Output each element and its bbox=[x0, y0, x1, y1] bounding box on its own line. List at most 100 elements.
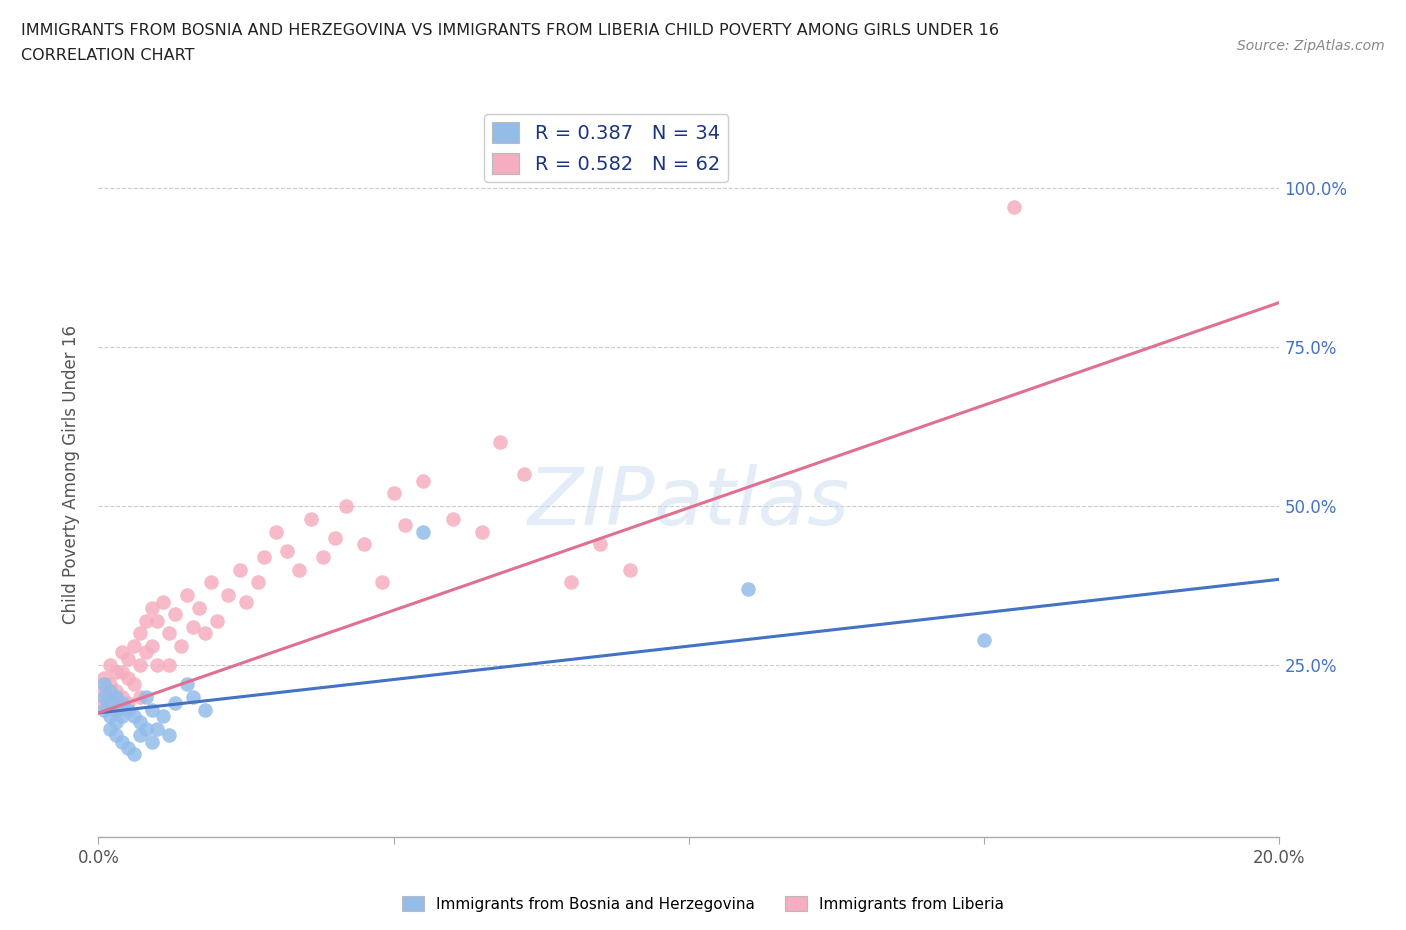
Point bbox=[105, 702, 128, 717]
Point bbox=[98, 689, 121, 704]
Point bbox=[619, 563, 641, 578]
Point bbox=[122, 709, 145, 724]
Point bbox=[441, 512, 464, 526]
Point bbox=[157, 626, 180, 641]
Point bbox=[170, 639, 193, 654]
Point bbox=[194, 626, 217, 641]
Point bbox=[135, 613, 157, 628]
Point bbox=[128, 658, 150, 672]
Point bbox=[165, 607, 187, 622]
Point bbox=[141, 702, 163, 717]
Point bbox=[394, 518, 416, 533]
Point bbox=[117, 696, 139, 711]
Point bbox=[98, 677, 121, 692]
Text: IMMIGRANTS FROM BOSNIA AND HERZEGOVINA VS IMMIGRANTS FROM LIBERIA CHILD POVERTY : IMMIGRANTS FROM BOSNIA AND HERZEGOVINA V… bbox=[21, 23, 1000, 38]
Point bbox=[312, 550, 335, 565]
Point bbox=[235, 594, 257, 609]
Point bbox=[299, 512, 322, 526]
Point bbox=[93, 696, 115, 711]
Text: ZIPatlas: ZIPatlas bbox=[527, 464, 851, 542]
Point bbox=[187, 601, 209, 616]
Point bbox=[176, 588, 198, 603]
Point bbox=[973, 632, 995, 647]
Point bbox=[194, 702, 217, 717]
Point bbox=[141, 639, 163, 654]
Point bbox=[117, 740, 139, 755]
Point bbox=[135, 645, 157, 660]
Point bbox=[253, 550, 276, 565]
Point bbox=[157, 728, 180, 743]
Point bbox=[471, 525, 494, 539]
Point bbox=[157, 658, 180, 672]
Point bbox=[98, 709, 121, 724]
Legend: Immigrants from Bosnia and Herzegovina, Immigrants from Liberia: Immigrants from Bosnia and Herzegovina, … bbox=[396, 889, 1010, 918]
Point bbox=[146, 613, 169, 628]
Point bbox=[335, 498, 357, 513]
Point bbox=[98, 658, 121, 672]
Point bbox=[98, 722, 121, 737]
Point bbox=[412, 525, 434, 539]
Point bbox=[111, 696, 134, 711]
Point bbox=[176, 677, 198, 692]
Point bbox=[93, 702, 115, 717]
Point bbox=[152, 594, 174, 609]
Point bbox=[93, 689, 115, 704]
Point bbox=[141, 601, 163, 616]
Point bbox=[128, 715, 150, 730]
Point bbox=[122, 677, 145, 692]
Point bbox=[412, 473, 434, 488]
Point bbox=[489, 435, 512, 450]
Point bbox=[512, 467, 534, 482]
Point bbox=[98, 684, 121, 698]
Point bbox=[122, 747, 145, 762]
Point bbox=[111, 689, 134, 704]
Point bbox=[98, 696, 121, 711]
Point bbox=[111, 709, 134, 724]
Point bbox=[105, 689, 128, 704]
Point bbox=[105, 684, 128, 698]
Point bbox=[128, 626, 150, 641]
Point bbox=[93, 677, 115, 692]
Point bbox=[128, 728, 150, 743]
Point bbox=[128, 689, 150, 704]
Point bbox=[135, 722, 157, 737]
Point bbox=[181, 619, 204, 634]
Y-axis label: Child Poverty Among Girls Under 16: Child Poverty Among Girls Under 16 bbox=[62, 325, 80, 624]
Point bbox=[111, 734, 134, 749]
Point bbox=[264, 525, 287, 539]
Point bbox=[122, 639, 145, 654]
Point bbox=[117, 702, 139, 717]
Point bbox=[135, 689, 157, 704]
Point bbox=[217, 588, 239, 603]
Point bbox=[229, 563, 252, 578]
Point bbox=[205, 613, 228, 628]
Point bbox=[117, 671, 139, 685]
Point bbox=[93, 684, 115, 698]
Point bbox=[276, 543, 298, 558]
Point bbox=[146, 722, 169, 737]
Point bbox=[353, 537, 375, 551]
Point bbox=[737, 581, 759, 596]
Point bbox=[111, 664, 134, 679]
Point bbox=[105, 664, 128, 679]
Legend: R = 0.387   N = 34, R = 0.582   N = 62: R = 0.387 N = 34, R = 0.582 N = 62 bbox=[485, 114, 728, 181]
Point bbox=[105, 702, 128, 717]
Point bbox=[117, 651, 139, 666]
Point bbox=[246, 575, 269, 590]
Point bbox=[323, 530, 346, 545]
Point bbox=[288, 563, 311, 578]
Point bbox=[200, 575, 222, 590]
Point bbox=[141, 734, 163, 749]
Point bbox=[93, 671, 115, 685]
Point bbox=[589, 537, 612, 551]
Point bbox=[165, 696, 187, 711]
Text: Source: ZipAtlas.com: Source: ZipAtlas.com bbox=[1237, 39, 1385, 53]
Point bbox=[105, 728, 128, 743]
Point bbox=[1002, 200, 1025, 215]
Point bbox=[111, 645, 134, 660]
Point bbox=[105, 715, 128, 730]
Point bbox=[146, 658, 169, 672]
Point bbox=[152, 709, 174, 724]
Point bbox=[560, 575, 582, 590]
Point bbox=[382, 486, 405, 501]
